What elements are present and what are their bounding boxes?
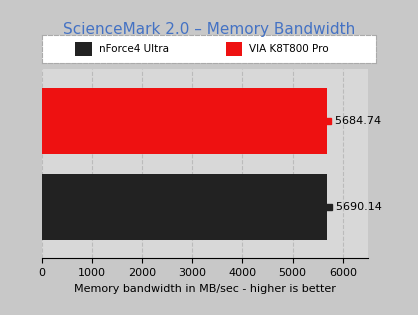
Text: ScienceMark 2.0 – Memory Bandwidth: ScienceMark 2.0 – Memory Bandwidth bbox=[63, 22, 355, 37]
Text: nForce4 Ultra: nForce4 Ultra bbox=[99, 44, 168, 54]
FancyBboxPatch shape bbox=[226, 42, 242, 56]
X-axis label: Memory bandwidth in MB/sec - higher is better: Memory bandwidth in MB/sec - higher is b… bbox=[74, 284, 336, 294]
Text: 5690.14: 5690.14 bbox=[329, 202, 382, 212]
Bar bbox=[42, 174, 327, 240]
Text: VIA K8T800 Pro: VIA K8T800 Pro bbox=[249, 44, 329, 54]
Text: 5684.74: 5684.74 bbox=[329, 116, 382, 126]
Bar bbox=[42, 88, 327, 154]
FancyBboxPatch shape bbox=[75, 42, 92, 56]
